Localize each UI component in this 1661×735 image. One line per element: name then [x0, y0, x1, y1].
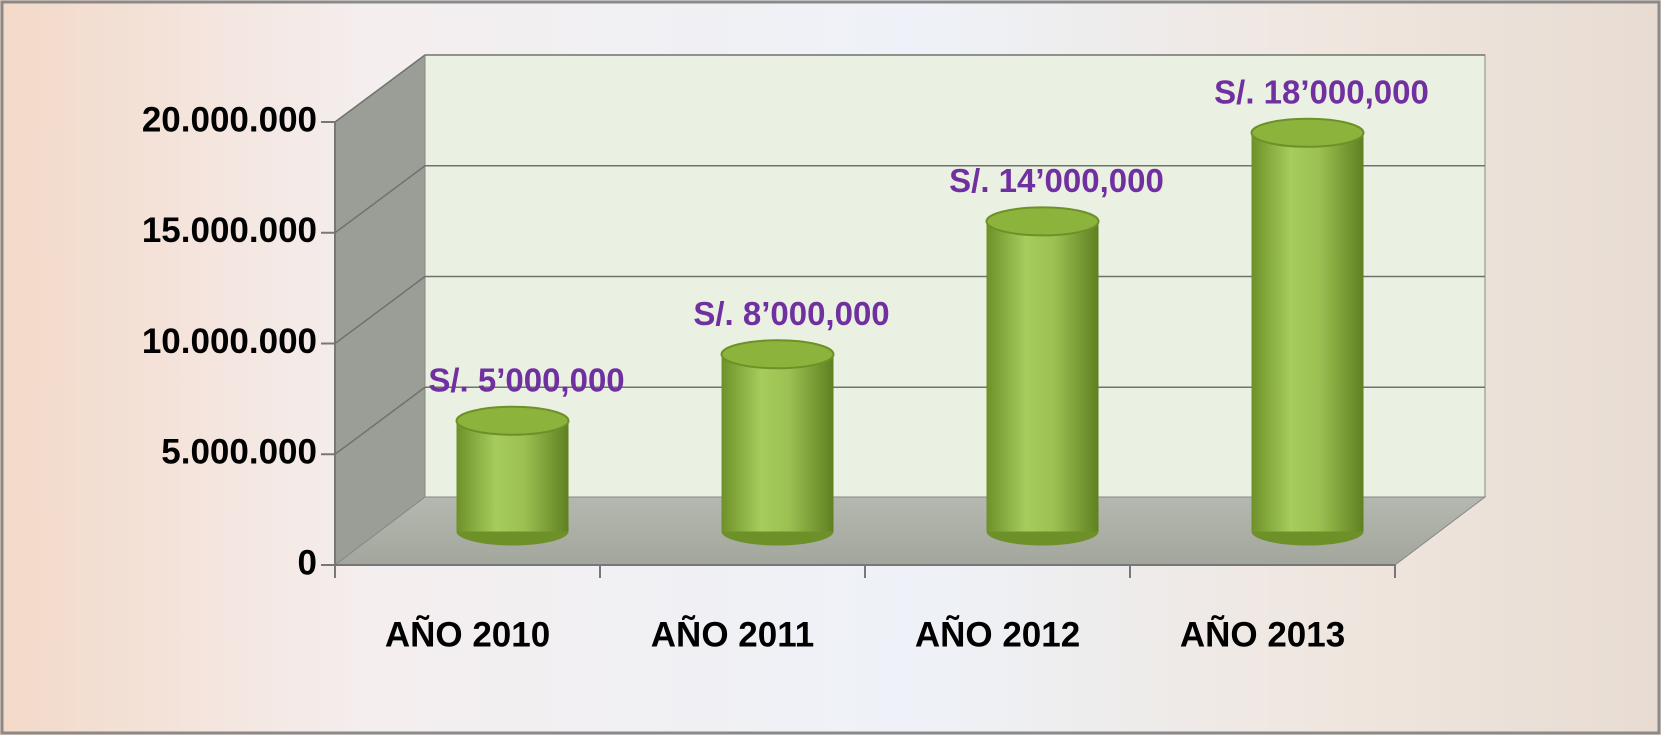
bar-top: [1250, 117, 1365, 148]
x-ticks: [334, 565, 1396, 578]
grid-line: [334, 165, 426, 234]
bar: [986, 221, 1099, 532]
bar: [721, 354, 834, 532]
y-tick-label: 5.000.000: [161, 433, 317, 472]
grid-line: [334, 54, 426, 123]
x-tick-label: AÑO 2012: [915, 615, 1080, 654]
y-tick-label: 10.000.000: [142, 322, 317, 361]
value-label: S/. 8’000,000: [693, 295, 889, 332]
x-tick-label: AÑO 2011: [651, 615, 814, 654]
value-label: S/. 14’000,000: [949, 162, 1164, 199]
y-tick-label: 15.000.000: [142, 211, 317, 250]
bar: [456, 420, 569, 532]
grid-line: [334, 386, 426, 455]
bar-top: [455, 405, 570, 436]
plot: 0 5.000.000 10.000.000 15.000.000 20.000.000…: [142, 54, 1485, 654]
x-tick-label: AÑO 2010: [385, 615, 550, 654]
y-tick-label: 0: [298, 543, 317, 582]
bar: [1251, 132, 1364, 532]
x-tick-label: AÑO 2013: [1180, 615, 1345, 654]
grid-line: [334, 275, 426, 345]
value-label: S/. 5’000,000: [428, 361, 624, 398]
bar-top: [720, 339, 835, 370]
value-label: S/. 18’000,000: [1214, 74, 1429, 111]
bar-top: [985, 206, 1100, 237]
y-tick-label: 20.000.000: [142, 100, 317, 139]
